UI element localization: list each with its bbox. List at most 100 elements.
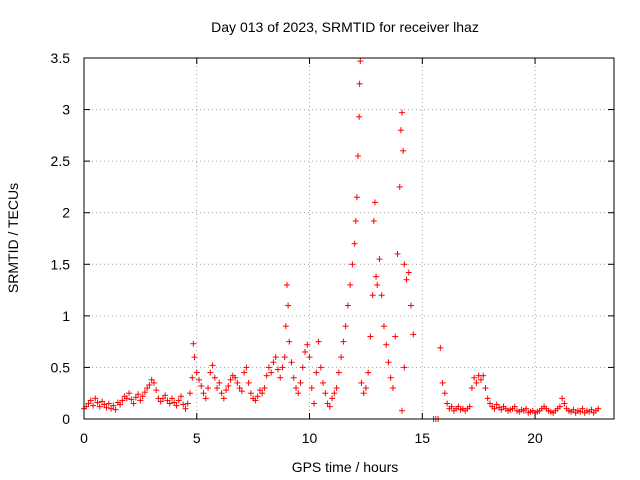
data-point <box>444 400 451 407</box>
y-tick-label: 1 <box>62 308 70 324</box>
data-point <box>369 292 376 299</box>
data-point <box>117 401 124 408</box>
data-point <box>358 379 365 386</box>
data-point <box>190 340 197 347</box>
data-point <box>365 369 372 376</box>
data-point <box>281 354 288 361</box>
data-point <box>360 390 367 397</box>
data-point <box>270 359 277 366</box>
data-point <box>144 385 151 392</box>
data-point <box>387 374 394 381</box>
data-point <box>207 369 214 376</box>
data-point <box>218 390 225 397</box>
data-point <box>175 397 182 404</box>
data-point <box>103 404 110 411</box>
data-point <box>182 405 189 412</box>
data-point <box>157 398 164 405</box>
plot-frame <box>83 57 615 420</box>
data-point <box>139 393 146 400</box>
data-point <box>135 391 142 398</box>
data-point <box>85 400 92 407</box>
y-tick-label: 2 <box>62 205 70 221</box>
x-tick-label: 15 <box>415 430 431 446</box>
data-point <box>173 402 180 409</box>
data-point <box>232 374 239 381</box>
data-point <box>471 374 478 381</box>
data-point <box>191 354 198 361</box>
data-point <box>477 376 484 383</box>
data-point <box>401 261 408 268</box>
data-point <box>126 390 133 397</box>
data-point <box>141 389 148 396</box>
data-point <box>389 385 396 392</box>
y-tick-label: 0.5 <box>51 359 71 375</box>
data-point <box>370 217 377 224</box>
data-point <box>150 379 157 386</box>
data-point <box>340 338 347 345</box>
data-point <box>123 395 130 402</box>
data-point <box>482 385 489 392</box>
data-point <box>130 400 137 407</box>
data-point <box>324 400 331 407</box>
data-point <box>256 387 263 394</box>
data-point <box>338 354 345 361</box>
data-point <box>441 390 448 397</box>
data-point <box>187 390 193 397</box>
data-point <box>403 276 410 283</box>
y-tick-label: 2.5 <box>51 153 71 169</box>
data-point <box>288 359 295 366</box>
data-point <box>268 369 275 376</box>
data-point <box>333 385 340 392</box>
data-point <box>277 374 284 381</box>
data-point <box>259 390 266 397</box>
data-point <box>272 354 279 361</box>
data-point <box>96 403 103 410</box>
data-point <box>466 403 473 410</box>
data-point <box>347 281 354 288</box>
data-point <box>385 359 392 366</box>
data-point <box>595 405 602 412</box>
grid <box>84 58 614 419</box>
data-point <box>437 344 444 351</box>
x-tick-label: 0 <box>80 430 88 446</box>
data-point <box>523 405 530 412</box>
y-axis-label: SRMTID / TECUs <box>5 183 21 293</box>
data-point <box>180 401 187 408</box>
data-point <box>225 382 232 389</box>
data-point <box>331 390 338 397</box>
data-point <box>189 374 196 381</box>
data-point <box>283 281 290 288</box>
data-point <box>486 400 493 407</box>
data-point <box>473 379 480 386</box>
y-tick-label: 3.5 <box>51 50 71 66</box>
data-point <box>356 113 363 120</box>
data-point <box>164 397 171 404</box>
data-point <box>399 407 405 414</box>
y-tick-label: 0 <box>62 411 70 427</box>
data-point <box>198 382 205 389</box>
data-point <box>356 80 363 87</box>
data-point <box>484 395 491 402</box>
data-point <box>99 398 106 405</box>
data-point <box>302 348 309 355</box>
data-point <box>579 405 586 412</box>
data-point <box>588 406 595 413</box>
data-point <box>362 385 369 392</box>
data-point <box>317 364 324 371</box>
data-point <box>396 183 403 190</box>
data-point <box>108 405 115 412</box>
data-point <box>320 379 327 386</box>
data-point <box>110 402 117 409</box>
data-point <box>205 385 212 392</box>
data-point <box>392 333 399 340</box>
data-point <box>202 395 209 402</box>
data-point <box>286 338 293 345</box>
data-point <box>297 379 304 386</box>
data-point <box>367 333 374 340</box>
data-points <box>81 58 602 422</box>
data-point <box>211 374 218 381</box>
data-point <box>493 401 500 408</box>
data-point <box>378 292 385 299</box>
data-point <box>351 240 358 247</box>
